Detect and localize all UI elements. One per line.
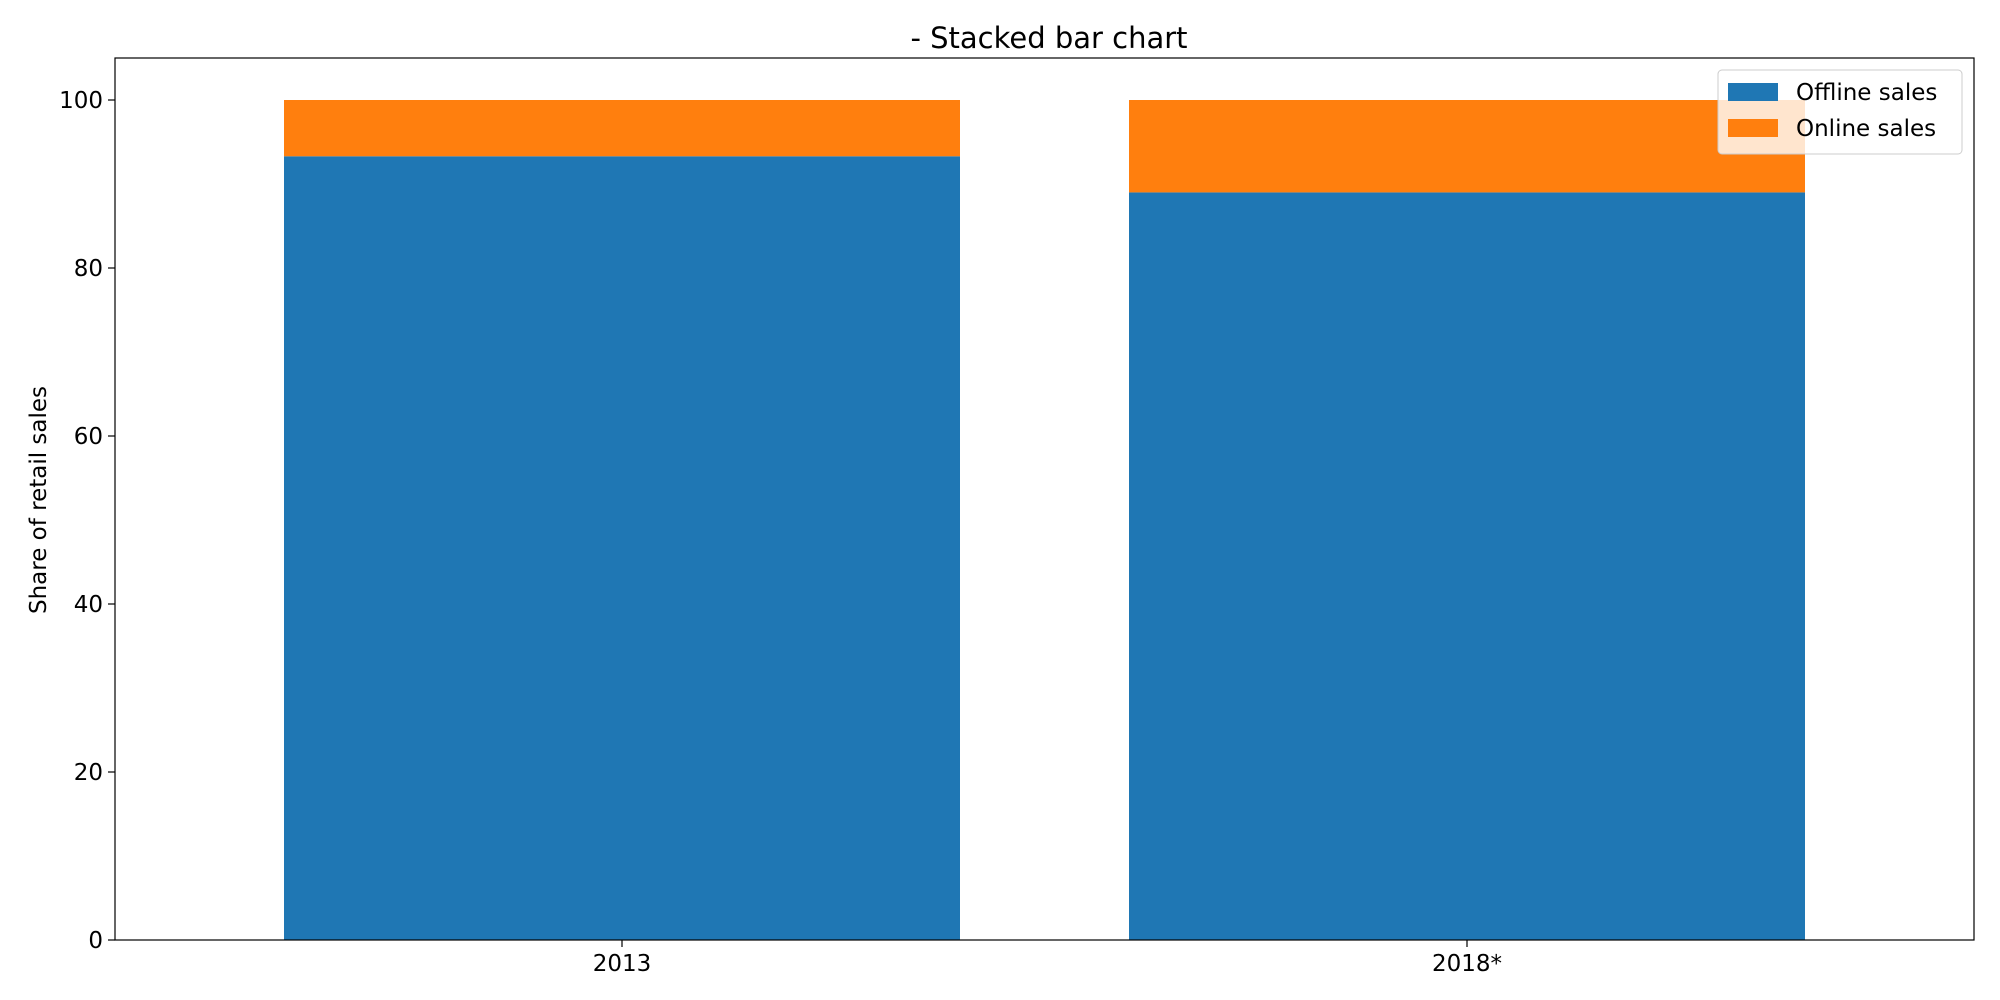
y-tick-label: 40 (74, 592, 103, 618)
y-tick-label: 100 (59, 88, 103, 114)
chart-title: - Stacked bar chart (910, 21, 1187, 55)
bar-online-sales-2013 (284, 100, 960, 157)
y-axis-label: Share of retail sales (26, 386, 52, 614)
x-tick-label: 2018* (1432, 951, 1502, 977)
y-tick-label: 20 (74, 760, 103, 786)
y-tick-label: 80 (74, 256, 103, 282)
y-tick-label: 60 (74, 424, 103, 450)
legend-swatch-online-sales (1728, 119, 1778, 137)
y-tick-label: 0 (88, 928, 103, 954)
plot-frame (114, 57, 1975, 941)
legend-swatch-offline-sales (1728, 83, 1778, 101)
legend-box (1717, 69, 1963, 155)
legend: Offline sales Online sales (1717, 69, 1963, 155)
x-tick-label: 2013 (593, 951, 652, 977)
bars-layer (284, 100, 1805, 940)
legend-label-online-sales: Online sales (1796, 116, 1936, 142)
axes-layer: 0 20 40 60 80 100 2013 2018* (59, 57, 1975, 977)
bar-offline-sales-2013 (284, 156, 960, 940)
legend-label-offline-sales: Offline sales (1796, 80, 1937, 106)
bar-offline-sales-2018 (1129, 192, 1805, 940)
bar-online-sales-2018 (1129, 100, 1805, 193)
